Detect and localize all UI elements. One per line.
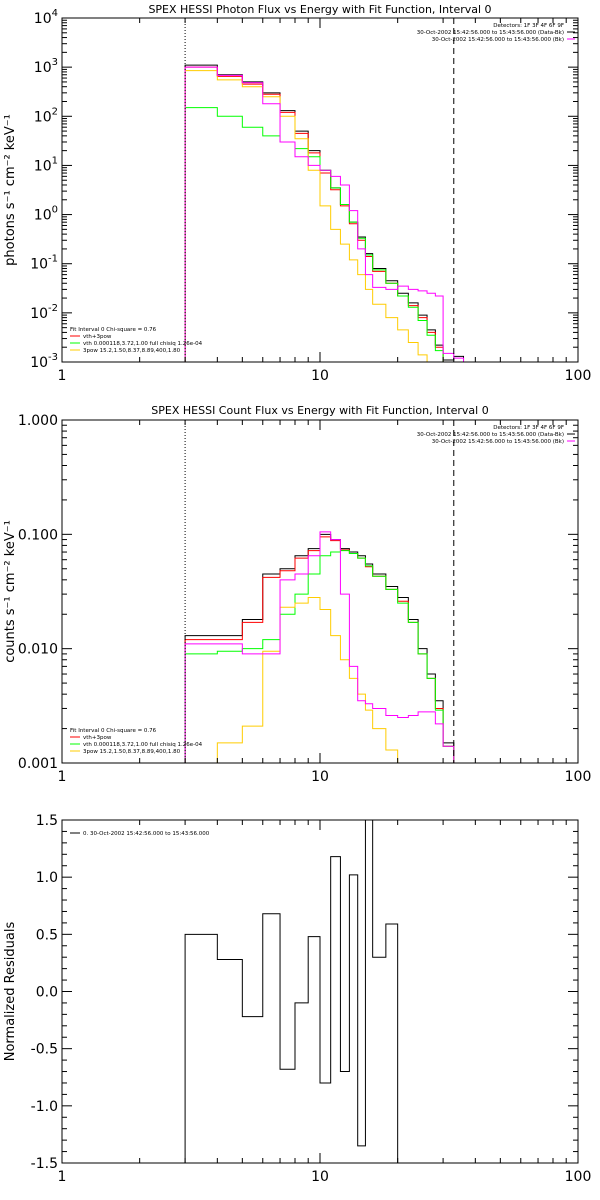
series-data [184,533,455,763]
plot-frame [61,419,579,764]
y-tick-exponent: 3 [52,57,58,68]
legend-fit-item: vth+3pow [83,334,112,340]
legend-fit-title: Fit Interval 0 Chi-square = 0.76 [70,327,157,333]
series-residuals [184,820,399,1163]
legend-top-right-text: 30-Oct-2002 15:42:56.000 to 15:43:56.000… [432,37,564,43]
chart-title: SPEX HESSI Photon Flux vs Energy with Fi… [148,3,491,16]
y-axis-label: photons s⁻¹ cm⁻² keV⁻¹ [3,114,18,266]
legend-top-left-text: 0. 30-Oct-2002 15:42:56.000 to 15:43:56.… [83,831,210,837]
legend-top-right-text: 30-Oct-2002 15:42:56.000 to 15:43:56.000… [432,439,564,445]
plot-area [184,531,455,763]
legend-fit-item: 3pow 15.2,1.50,8.37,8.89,400,1.80 [83,348,181,354]
y-tick-label: 104 [34,8,58,27]
legend-fit-item: vth 0.000118,3.72,1.00 full chisiq 1.26e… [83,742,203,748]
legend-fit-item: vth+3pow [83,735,112,741]
y-tick-label: 0.010 [18,642,58,658]
x-tick-label: 100 [565,1169,592,1185]
y-tick-label: 1.5 [36,813,58,829]
y-tick-exponent: 4 [52,8,58,19]
legend-fit-title: Fit Interval 0 Chi-square = 0.76 [70,728,157,734]
legend-fit-item: vth 0.000118,3.72,1.00 full chisiq 1.26e… [83,341,203,347]
y-tick-exponent: -2 [48,303,58,314]
series-vth [184,107,454,362]
series-bk [184,66,465,362]
y-axis-label: counts s⁻¹ cm⁻² keV⁻¹ [3,520,18,663]
series-vth [184,550,455,763]
y-tick-label: 10-2 [30,303,58,322]
y-tick-exponent: -3 [48,352,58,363]
count-flux-panel: SPEX HESSI Count Flux vs Energy with Fit… [3,404,591,785]
plot-area [184,820,399,1163]
y-tick-label: 1.000 [18,413,58,429]
x-tick-label: 1 [58,769,67,785]
plot-area [184,64,465,362]
y-tick-label: 10-3 [30,352,58,371]
x-tick-label: 1 [58,368,67,384]
y-tick-label: 103 [34,57,58,76]
x-tick-label: 1 [58,1169,67,1185]
residuals-panel: Normalized Residuals 1 10 100 1.5 1.0 0.5 0.0 -0… [3,813,591,1185]
x-tick-label: 10 [311,769,329,785]
y-axis-label: Normalized Residuals [3,922,18,1062]
y-tick-exponent: 1 [52,155,58,166]
legend-top-right-text: Detectors: 1F 3F 4F 6F 9F [493,23,564,29]
photon-flux-panel: SPEX HESSI Photon Flux vs Energy with Fi… [3,3,591,384]
y-tick-label: 100 [34,205,58,224]
y-tick-label: -1.0 [31,1099,58,1115]
series-bk [184,531,455,763]
y-tick-label: 101 [34,155,58,174]
y-tick-label: 1.0 [36,870,58,886]
y-tick-label: 0.5 [36,927,58,943]
series-3pow [184,70,444,362]
x-tick-label: 100 [565,368,592,384]
x-tick-label: 10 [311,368,329,384]
y-tick-exponent: 0 [52,205,58,216]
series-3pow [185,597,399,763]
chart-title: SPEX HESSI Count Flux vs Energy with Fit… [151,404,488,417]
legend-top-right-text: Detectors: 1F 3F 4F 6F 9F [493,425,564,431]
series-vth-3pow [184,536,455,763]
legend-top-right-text: 30-Oct-2002 15:42:56.000 to 15:43:56.000… [417,432,564,438]
y-tick-label: -1.5 [31,1156,58,1172]
y-tick-label: -0.5 [31,1042,58,1058]
y-tick-exponent: 2 [52,106,58,117]
y-tick-label: 0.0 [36,985,58,1001]
y-tick-exponent: -1 [48,254,58,265]
series-vth-3pow [184,66,454,362]
x-tick-label: 100 [565,769,592,785]
y-tick-label: 0.100 [18,527,58,543]
y-tick-label: 0.001 [18,756,58,772]
y-tick-label: 102 [34,106,58,125]
y-tick-label: 10-1 [30,254,58,273]
legend-fit-item: 3pow 15.2,1.50,8.37,8.89,400,1.80 [83,749,181,755]
legend-top-right-text: 30-Oct-2002 15:42:56.000 to 15:43:56.000… [417,30,564,36]
x-tick-label: 10 [311,1169,329,1185]
